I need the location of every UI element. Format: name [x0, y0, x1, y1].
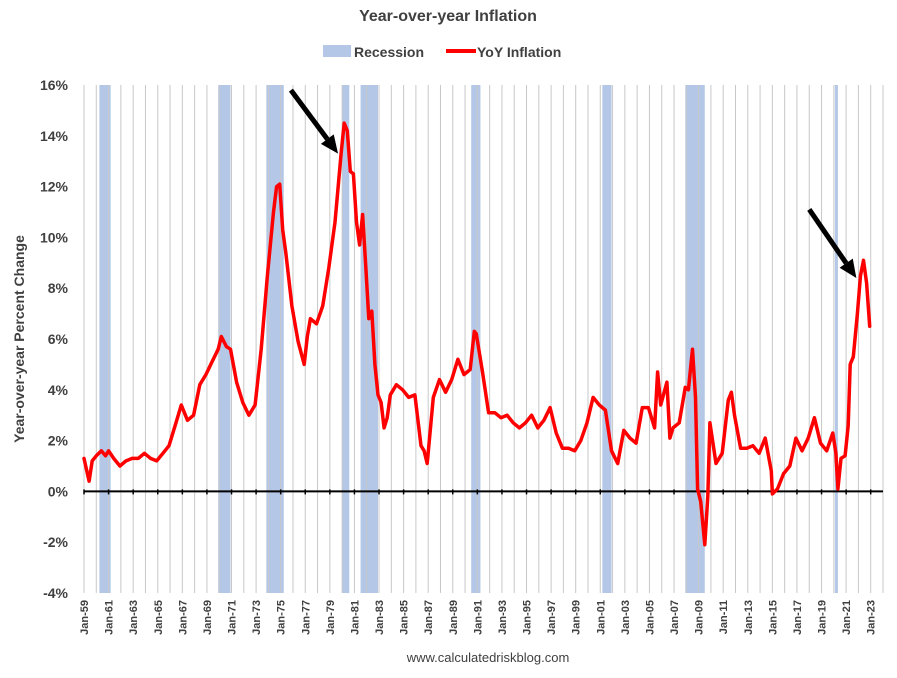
annotation-arrow-shaft	[288, 88, 330, 141]
x-tick-label: Jan-03	[620, 600, 632, 635]
x-tick-label: Jan-87	[423, 600, 435, 635]
x-tick-label: Jan-09	[694, 600, 706, 635]
annotation-arrow-shaft	[807, 208, 849, 265]
chart-title: Year-over-year Inflation	[359, 8, 537, 25]
x-tick-label: Jan-19	[817, 600, 829, 635]
y-axis-label: Year-over-year Percent Change	[11, 235, 27, 443]
x-tick-label: Jan-01	[595, 600, 607, 635]
recession-band	[342, 85, 350, 593]
x-tick-label: Jan-71	[227, 600, 239, 635]
x-tick-label: Jan-75	[276, 600, 288, 635]
x-tick-label: Jan-21	[841, 600, 853, 635]
recession-band	[99, 85, 111, 593]
recession-band	[834, 85, 838, 593]
x-tick-label: Jan-61	[104, 600, 116, 635]
recession-band	[602, 85, 612, 593]
y-tick-label: 6%	[48, 331, 69, 347]
x-tick-label: Jan-69	[202, 600, 214, 635]
x-tick-label: Jan-83	[374, 600, 386, 635]
recession-bands	[99, 85, 838, 593]
legend-label-yoy-inflation: YoY Inflation	[477, 44, 561, 60]
series-line-yoy-inflation	[82, 121, 872, 547]
x-tick-label: Jan-99	[571, 600, 583, 635]
x-tick-label: Jan-65	[153, 600, 165, 635]
x-tick-label: Jan-91	[472, 600, 484, 635]
x-tick-label: Jan-11	[718, 600, 730, 634]
x-tick-label: Jan-77	[300, 600, 312, 635]
legend-label-recession: Recession	[354, 44, 424, 60]
series-layer	[82, 121, 872, 547]
y-axis-ticks: -4% -2% 0% 2% 4% 6% 8% 10% 12% 14% 16%	[40, 77, 69, 601]
annotation-arrow-head	[839, 258, 857, 279]
x-tick-label: Jan-07	[669, 600, 681, 635]
recession-band	[360, 85, 378, 593]
x-tick-label: Jan-89	[448, 600, 460, 635]
x-tick-label: Jan-23	[866, 600, 878, 635]
source-label: www.calculatedriskblog.com	[406, 650, 570, 665]
recession-band	[266, 85, 284, 593]
y-tick-label: 0%	[48, 483, 69, 499]
x-tick-label: Jan-97	[546, 600, 558, 635]
vertical-gridlines	[83, 85, 884, 593]
x-tick-label: Jan-17	[792, 600, 804, 635]
x-axis-ticks: Jan-59 Jan-61 Jan-63 Jan-65 Jan-67 Jan-69 Jan-…	[79, 489, 878, 635]
y-tick-label: 14%	[40, 128, 69, 144]
x-tick-label: Jan-15	[767, 600, 779, 635]
y-tick-label: 10%	[40, 229, 69, 245]
x-tick-label: Jan-81	[349, 600, 361, 635]
x-tick-label: Jan-79	[325, 600, 337, 635]
y-tick-label: 4%	[48, 382, 69, 398]
x-tick-label: Jan-67	[177, 600, 189, 635]
y-tick-label: 16%	[40, 77, 69, 93]
annotation-arrow-head	[320, 134, 339, 154]
x-tick-label: Jan-13	[743, 600, 755, 635]
x-tick-label: Jan-63	[128, 600, 140, 635]
y-tick-label: -4%	[43, 585, 68, 601]
x-tick-label: Jan-59	[79, 600, 91, 635]
y-tick-label: 12%	[40, 179, 69, 195]
annotation-arrows	[288, 88, 857, 279]
y-tick-label: 8%	[48, 280, 69, 296]
y-tick-label: 2%	[48, 433, 69, 449]
legend: Recession YoY Inflation	[323, 44, 561, 60]
legend-swatch-recession	[323, 45, 351, 57]
x-tick-label: Jan-05	[644, 600, 656, 635]
x-tick-label: Jan-73	[251, 600, 263, 635]
recession-band	[685, 85, 705, 593]
x-tick-label: Jan-93	[497, 600, 509, 635]
x-tick-label: Jan-95	[522, 600, 534, 635]
y-tick-label: -2%	[43, 534, 68, 550]
x-tick-label: Jan-85	[399, 600, 411, 635]
